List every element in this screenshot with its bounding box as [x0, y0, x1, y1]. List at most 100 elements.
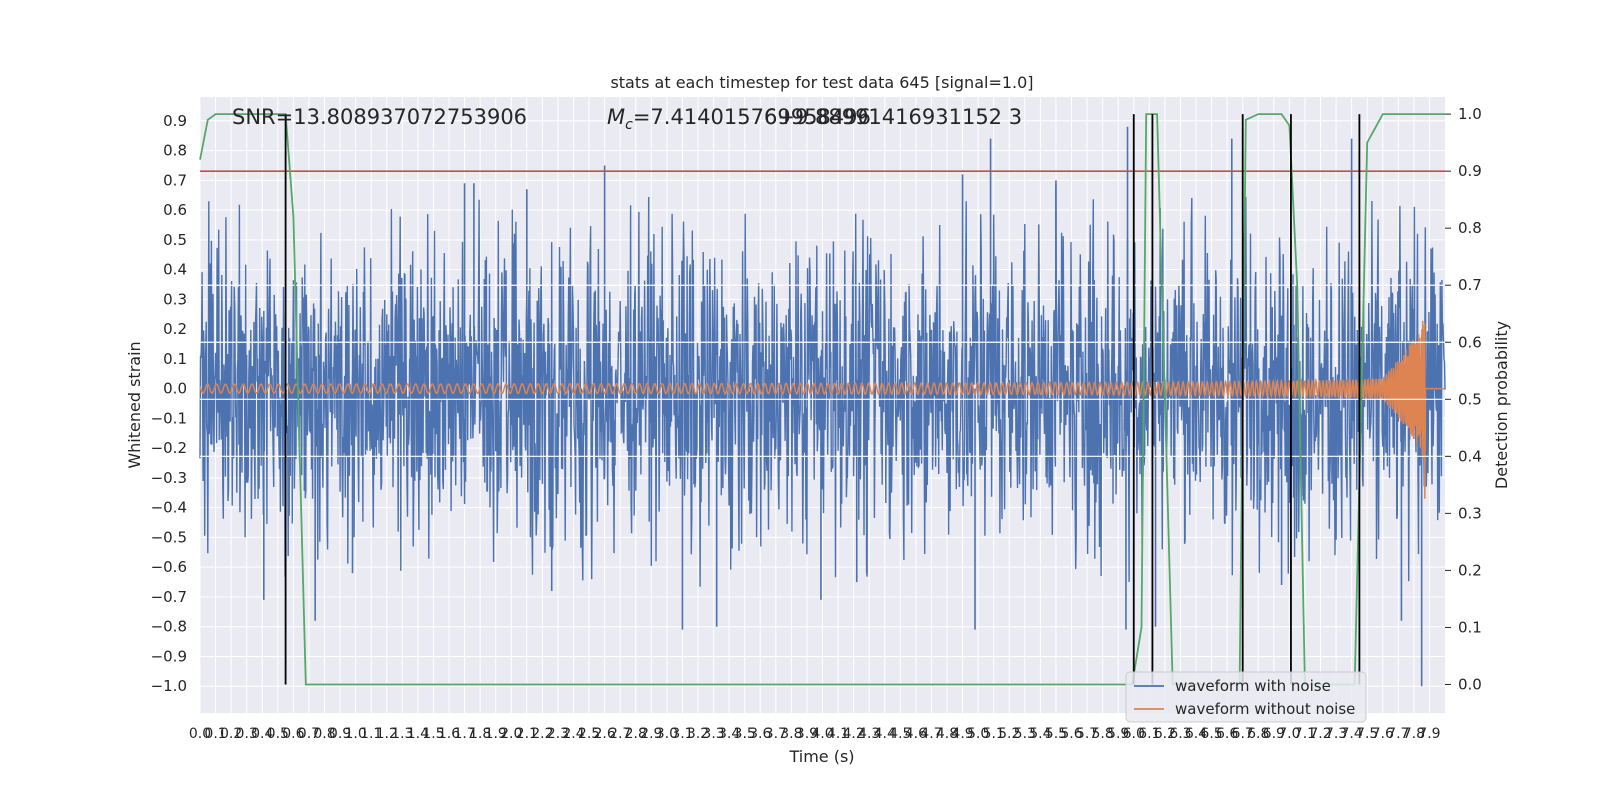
x-tick-label: 7.7	[1387, 726, 1409, 742]
x-tick-label: 7.4	[1340, 726, 1362, 742]
y-tick-label: 0.8	[163, 142, 187, 160]
x-tick-label: 2.2	[531, 726, 553, 742]
chirp-series	[199, 320, 1445, 499]
x-tick-label: 4.9	[951, 726, 973, 742]
x-tick-label: 7.9	[1418, 726, 1440, 742]
right-tick-label: 0.3	[1458, 504, 1482, 522]
x-tick-label: 2.5	[578, 726, 600, 742]
x-tick-label: 6.4	[1185, 726, 1207, 742]
x-tick-label: 4.6	[905, 726, 927, 742]
x-tick-label: 3.1	[671, 726, 693, 742]
x-tick-label: 0.5	[267, 726, 289, 742]
x-tick-label: 3.8	[780, 726, 802, 742]
x-tick-label: 2.7	[609, 726, 631, 742]
x-tick-label: 2.1	[516, 726, 538, 742]
right-tick-label: 0.7	[1458, 276, 1482, 294]
x-tick-label: 2.0	[500, 726, 522, 742]
x-tick-label: 6.3	[1169, 726, 1191, 742]
x-tick-label: 6.7	[1232, 726, 1254, 742]
right-axis-label: Detection probability	[1492, 321, 1511, 489]
y-tick-label: 0.9	[163, 112, 187, 130]
y-tick-label: 0.1	[163, 350, 187, 368]
x-tick-label: 0.1	[204, 726, 226, 742]
x-tick-label: 4.0	[811, 726, 833, 742]
x-tick-label: 5.9	[1107, 726, 1129, 742]
y-tick-label: −0.5	[151, 528, 187, 546]
x-tick-label: 2.3	[547, 726, 569, 742]
x-tick-label: 0.0	[189, 726, 211, 742]
x-tick-label: 1.0	[344, 726, 366, 742]
x-tick-label: 7.2	[1309, 726, 1331, 742]
y-tick-label: −0.4	[151, 499, 187, 517]
y-tick-label: −0.7	[151, 588, 187, 606]
x-tick-label: 6.0	[1123, 726, 1145, 742]
y-tick-label: −0.1	[151, 409, 187, 427]
chart-title: stats at each timestep for test data 645…	[610, 73, 1033, 92]
x-tick-label: 5.7	[1076, 726, 1098, 742]
x-tick-label: 3.4	[718, 726, 740, 742]
x-tick-label: 1.1	[360, 726, 382, 742]
x-tick-label: 2.9	[640, 726, 662, 742]
x-tick-label: 7.6	[1372, 726, 1394, 742]
x-tick-label: 0.2	[220, 726, 242, 742]
y-tick-label: 0.3	[163, 290, 187, 308]
x-tick-label: 0.7	[298, 726, 320, 742]
x-tick-label: 6.8	[1247, 726, 1269, 742]
x-tick-label: 6.9	[1263, 726, 1285, 742]
x-tick-labels: 0.00.10.20.30.40.50.60.70.80.91.01.11.21…	[189, 726, 1441, 742]
x-tick-label: 2.6	[593, 726, 615, 742]
x-tick-label: 2.4	[562, 726, 584, 742]
x-tick-label: 4.7	[920, 726, 942, 742]
x-tick-label: 0.3	[236, 726, 258, 742]
legend-label-noise: waveform with noise	[1175, 677, 1331, 695]
right-tick-label: 0.1	[1458, 618, 1482, 636]
right-axis-gridlines	[200, 284, 1445, 457]
x-tick-label: 5.6	[1060, 726, 1082, 742]
y-tick-label: −1.0	[151, 677, 187, 695]
y-tick-label: 0.5	[163, 231, 187, 249]
x-tick-label: 0.8	[313, 726, 335, 742]
x-tick-label: 1.2	[376, 726, 398, 742]
right-tick-label: 1.0	[1458, 105, 1482, 123]
x-tick-label: 4.3	[858, 726, 880, 742]
x-tick-label: 5.0	[967, 726, 989, 742]
chirp-mass-annotation: Mc=7.414015769958496	[607, 105, 871, 133]
x-tick-label: 3.0	[656, 726, 678, 742]
y-axis-label: Whitened strain	[125, 341, 144, 468]
y-tick-labels: −1.0 −0.9 −0.8 −0.7 −0.6 −0.5 −0.4 −0.3 −0.2 −0.1…	[151, 112, 187, 695]
right-tick-label: 0.8	[1458, 219, 1482, 237]
overlap-annotation: 6+9.88991416931152 3	[764, 105, 1022, 129]
x-tick-label: 1.4	[407, 726, 429, 742]
noise-line	[199, 185, 1446, 587]
x-tick-label: 1.3	[391, 726, 413, 742]
mc-value: =7.414015769958496	[633, 105, 871, 129]
x-tick-label: 6.6	[1216, 726, 1238, 742]
x-tick-label: 3.6	[749, 726, 771, 742]
x-tick-label: 5.3	[1014, 726, 1036, 742]
x-tick-label: 6.5	[1200, 726, 1222, 742]
x-tick-label: 1.9	[485, 726, 507, 742]
y-tick-label: −0.2	[151, 439, 187, 457]
y-tick-label: −0.8	[151, 618, 187, 636]
x-tick-label: 1.8	[469, 726, 491, 742]
x-tick-label: 4.2	[842, 726, 864, 742]
y-tick-label: −0.9	[151, 647, 187, 665]
legend-label-no-noise: waveform without noise	[1175, 700, 1355, 718]
x-tick-label: 0.9	[329, 726, 351, 742]
mc-subscript: c	[625, 117, 633, 133]
right-tick-label: 0.6	[1458, 333, 1482, 351]
x-tick-label: 7.1	[1294, 726, 1316, 742]
x-tick-label: 3.2	[687, 726, 709, 742]
x-tick-label: 6.2	[1154, 726, 1176, 742]
legend: waveform with noise waveform without noi…	[1125, 671, 1367, 723]
right-tick-label: 0.0	[1458, 675, 1482, 693]
y-tick-label: 0.0	[163, 380, 187, 398]
x-tick-label: 5.2	[998, 726, 1020, 742]
x-tick-label: 1.7	[453, 726, 475, 742]
right-tick-label: 0.4	[1458, 447, 1482, 465]
vertical-markers	[284, 114, 1361, 685]
x-tick-label: 3.3	[702, 726, 724, 742]
x-tick-label: 1.6	[438, 726, 460, 742]
legend-box	[1125, 671, 1367, 723]
